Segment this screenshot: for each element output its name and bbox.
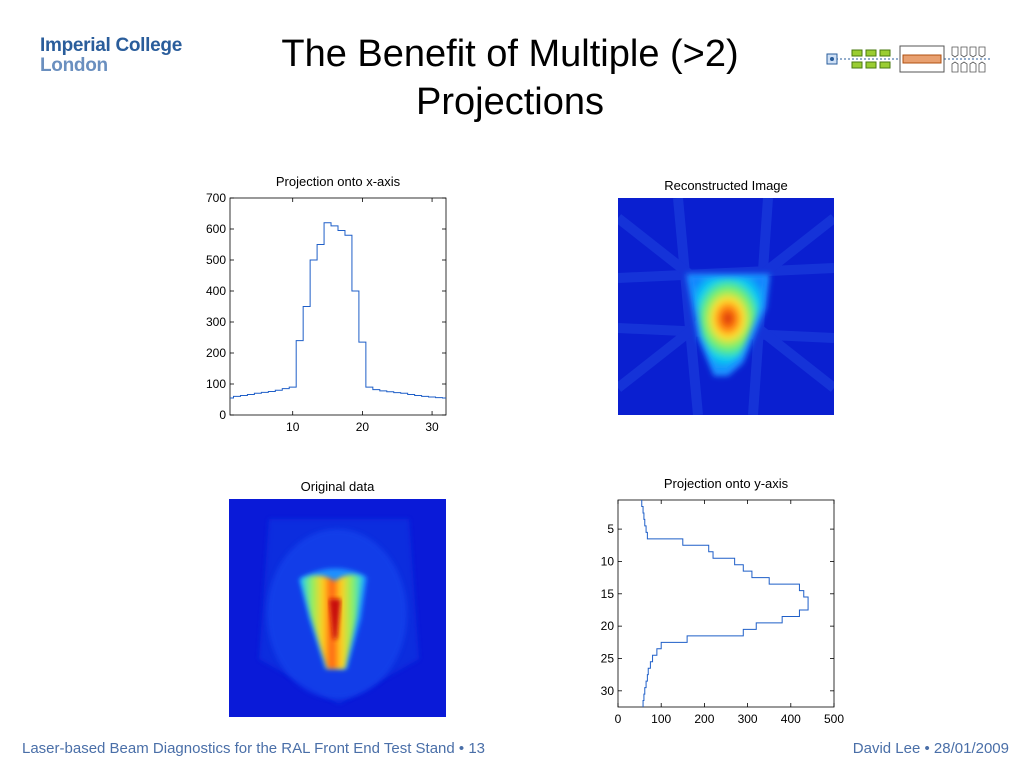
y-tick-label: 400 xyxy=(206,284,226,298)
y-tick-label: 200 xyxy=(206,346,226,360)
x-projection-title: Projection onto x-axis xyxy=(275,174,401,189)
y-tick-label: 300 xyxy=(206,315,226,329)
x-tick-label: 10 xyxy=(286,420,300,434)
x-tick-label: 200 xyxy=(694,712,714,726)
x-tick-label: 20 xyxy=(356,420,370,434)
beamline-emblem-icon xyxy=(826,45,990,73)
x-projection-series-line xyxy=(230,222,446,399)
y-tick-label: 700 xyxy=(206,191,226,205)
y-tick-label: 20 xyxy=(601,619,615,633)
x-tick-label: 30 xyxy=(425,420,439,434)
imperial-college-logo: Imperial College London xyxy=(40,36,182,76)
y-tick-label: 10 xyxy=(601,554,615,568)
y-tick-label: 600 xyxy=(206,222,226,236)
x-tick-label: 300 xyxy=(738,712,758,726)
logo-line-2: London xyxy=(40,55,108,76)
reconstructed-image-heatmap xyxy=(618,198,834,415)
original-data-heatmap xyxy=(229,499,446,717)
reconstructed-image-title: Reconstructed Image xyxy=(664,178,788,193)
y-tick-label: 5 xyxy=(607,522,614,536)
footer-presentation-title: Laser-based Beam Diagnostics for the RAL… xyxy=(22,740,486,757)
x-tick-label: 100 xyxy=(651,712,671,726)
x-tick-label: 500 xyxy=(824,712,844,726)
x-projection-axes-box xyxy=(229,197,447,416)
y-projection-title: Projection onto y-axis xyxy=(663,476,789,491)
x-tick-label: 400 xyxy=(781,712,801,726)
y-tick-label: 30 xyxy=(601,684,615,698)
footer-author-date: David Lee • 28/01/2009 xyxy=(852,740,1009,757)
y-projection-chart: 5 10 15 20 25 300 100 200 300 400 500 xyxy=(601,499,844,726)
y-tick-label: 25 xyxy=(601,651,615,665)
logo-line-1: Imperial College xyxy=(40,35,182,56)
y-tick-label: 100 xyxy=(206,377,226,391)
x-projection-chart: 0 100 200 300 400 500 600 700 10 20 30 xyxy=(206,191,447,434)
y-projection-axes-box xyxy=(617,499,835,708)
slide-title: The Benefit of Multiple (>2) Projections xyxy=(281,33,739,123)
original-data-title: Original data xyxy=(300,479,375,494)
y-projection-series-line xyxy=(641,500,809,707)
y-tick-label: 0 xyxy=(219,408,226,422)
x-tick-label: 0 xyxy=(615,712,622,726)
y-tick-label: 15 xyxy=(601,587,615,601)
y-tick-label: 500 xyxy=(206,253,226,267)
